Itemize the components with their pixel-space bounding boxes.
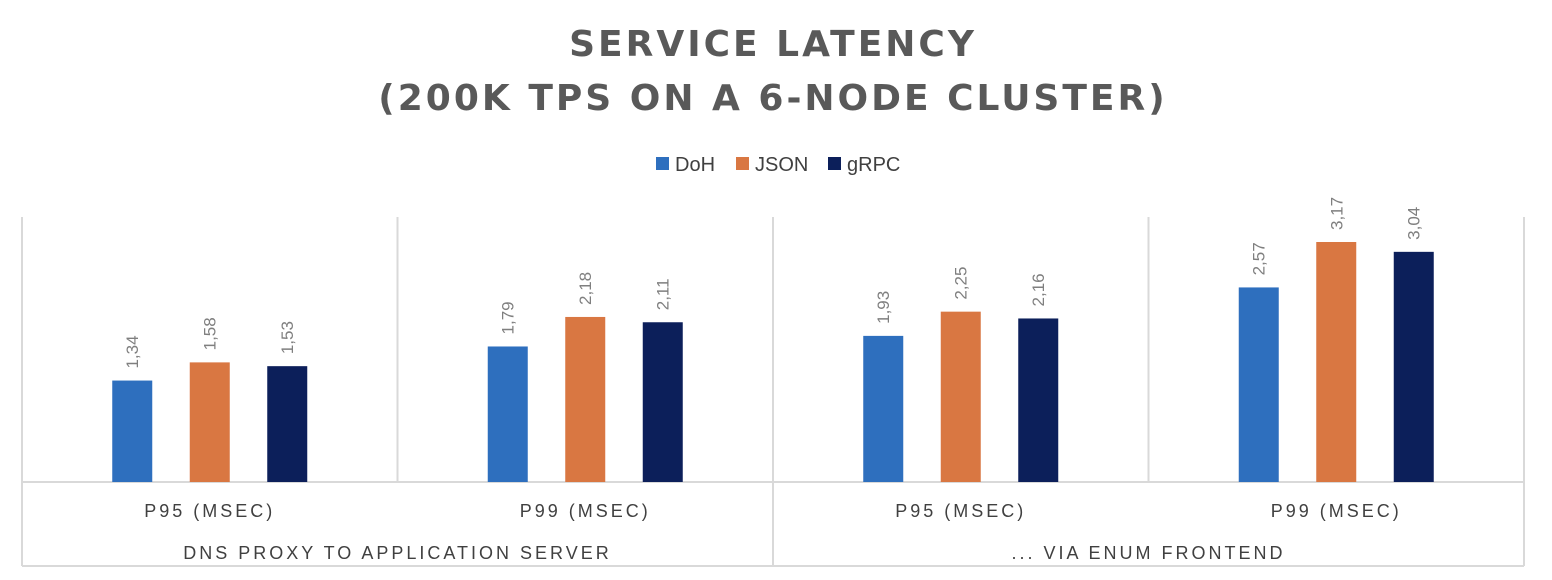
group-label-2: ... VIA ENUM FRONTEND <box>1011 543 1285 563</box>
data-label-json-3: 2,25 <box>952 267 971 300</box>
group-label-1: DNS PROXY TO APPLICATION SERVER <box>183 543 611 563</box>
category-label-4: P99 (MSEC) <box>1271 501 1402 521</box>
bar-grpc-1 <box>267 366 308 482</box>
bar-grpc-3 <box>1018 318 1059 482</box>
legend-label-grpc: gRPC <box>847 154 900 176</box>
legend-swatch-json <box>736 157 749 170</box>
bar-json-4 <box>1316 242 1357 482</box>
data-label-grpc-3: 2,16 <box>1029 273 1048 306</box>
legend-label-json: JSON <box>755 154 808 176</box>
data-label-doh-3: 1,93 <box>874 291 893 324</box>
data-label-grpc-2: 2,11 <box>654 278 673 310</box>
chart-title: SERVICE LATENCY <box>569 24 977 65</box>
data-label-doh-4: 2,57 <box>1250 242 1269 275</box>
legend-swatch-grpc <box>828 157 841 170</box>
data-labels: 1,34 1,58 1,53 1,79 2,18 2,11 1,93 2,25 2,16 2,57… <box>123 197 1424 369</box>
category-label-3: P95 (MSEC) <box>895 501 1026 521</box>
legend-label-doh: DoH <box>675 154 715 176</box>
chart-subtitle: (200K TPS ON A 6-NODE CLUSTER) <box>378 78 1167 119</box>
data-label-json-4: 3,17 <box>1327 197 1346 230</box>
data-label-grpc-4: 3,04 <box>1405 207 1424 240</box>
bar-json-2 <box>565 316 606 482</box>
data-label-json-2: 2,18 <box>576 272 595 305</box>
bar-doh-3 <box>863 335 904 482</box>
data-label-doh-1: 1,34 <box>123 335 142 368</box>
bar-doh-1 <box>112 380 153 482</box>
bar-json-1 <box>189 362 230 482</box>
category-label-1: P95 (MSEC) <box>144 501 275 521</box>
bar-doh-4 <box>1238 287 1279 482</box>
category-label-2: P99 (MSEC) <box>520 501 651 521</box>
legend: DoH JSON gRPC <box>656 154 900 176</box>
bars <box>112 242 1434 482</box>
bar-grpc-2 <box>642 322 683 482</box>
data-label-doh-2: 1,79 <box>499 301 518 334</box>
data-label-json-1: 1,58 <box>201 317 220 350</box>
category-axis: P95 (MSEC) P99 (MSEC) P95 (MSEC) P99 (MSEC)… <box>144 501 1402 563</box>
legend-swatch-doh <box>656 157 669 170</box>
bar-json-3 <box>940 311 981 482</box>
bar-grpc-4 <box>1393 251 1434 482</box>
bar-doh-2 <box>487 346 528 482</box>
data-label-grpc-1: 1,53 <box>278 321 297 354</box>
